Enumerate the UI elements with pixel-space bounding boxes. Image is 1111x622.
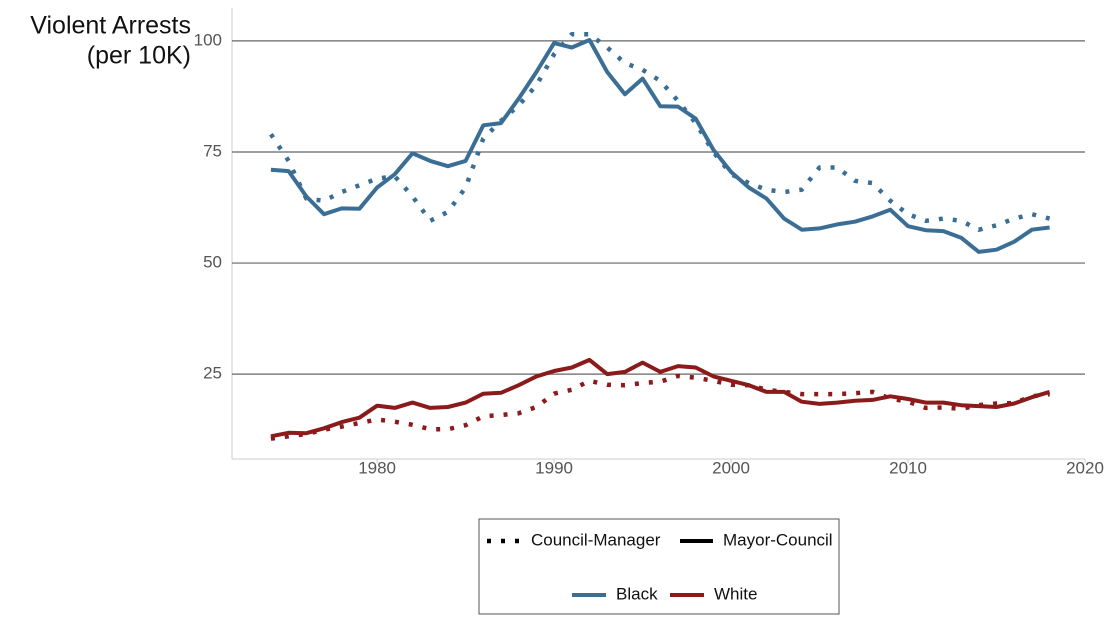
legend-label: Black bbox=[616, 584, 658, 603]
y-axis-title: Violent Arrests bbox=[30, 12, 191, 40]
x-tick-label: 2020 bbox=[1066, 458, 1104, 477]
x-tick-label: 2010 bbox=[889, 458, 927, 477]
y-tick-label: 25 bbox=[203, 364, 222, 383]
x-tick-label: 1980 bbox=[358, 458, 396, 477]
series-line bbox=[270, 38, 1050, 254]
series-line bbox=[270, 357, 1051, 439]
y-axis-title: (per 10K) bbox=[87, 42, 191, 70]
legend-label: White bbox=[714, 584, 757, 603]
x-tick-label: 2000 bbox=[712, 458, 750, 477]
x-tick-label: 1990 bbox=[535, 458, 573, 477]
series-line bbox=[269, 31, 1051, 232]
y-tick-label: 50 bbox=[203, 253, 222, 272]
y-tick-label: 100 bbox=[194, 30, 222, 49]
legend-box bbox=[478, 518, 840, 615]
legend-label: Mayor-Council bbox=[723, 530, 833, 549]
legend-label: Council-Manager bbox=[531, 530, 661, 549]
y-tick-label: 75 bbox=[203, 141, 222, 160]
